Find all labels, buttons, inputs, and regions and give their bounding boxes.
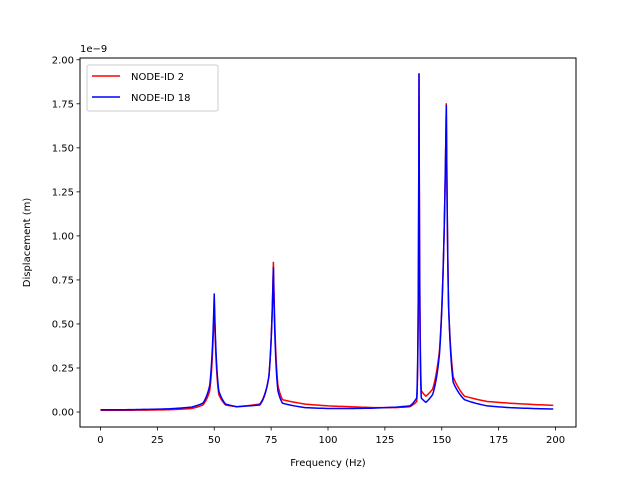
y-scale-offset-text: 1e−9: [80, 44, 107, 55]
y-tick-label: 0.50: [52, 320, 74, 331]
y-axis-label: Displacement (m): [22, 198, 33, 288]
y-tick-label: 1.50: [52, 143, 74, 154]
x-tick-label: 200: [546, 435, 565, 446]
x-tick-label: 50: [208, 435, 221, 446]
legend-label-node-2: NODE-ID 2: [131, 72, 184, 83]
legend: NODE-ID 2 NODE-ID 18: [86, 64, 219, 112]
y-axis-ticks: 0.00 0.25 0.50 0.75 1.00 1.25 1.50 1.75 2.00: [52, 55, 80, 419]
x-tick-label: 100: [318, 435, 337, 446]
x-tick-label: 25: [151, 435, 164, 446]
x-tick-label: 175: [489, 435, 508, 446]
legend-label-node-18: NODE-ID 18: [131, 93, 191, 104]
y-tick-label: 1.75: [52, 99, 74, 110]
x-axis-label: Frequency (Hz): [290, 458, 366, 469]
y-tick-label: 1.00: [52, 231, 74, 242]
series-line-node-18: [100, 73, 554, 411]
plot-lines: [100, 73, 554, 412]
y-tick-label: 0.75: [52, 276, 74, 287]
x-tick-label: 150: [432, 435, 451, 446]
y-tick-label: 1.25: [52, 187, 74, 198]
x-tick-label: 0: [97, 435, 103, 446]
x-tick-label: 75: [265, 435, 278, 446]
x-axis-ticks: 0 25 50 75 100 125 150 175 200: [97, 427, 565, 446]
y-tick-label: 0.00: [52, 408, 74, 419]
x-tick-label: 125: [375, 435, 394, 446]
y-tick-label: 0.25: [52, 364, 74, 375]
y-tick-label: 2.00: [52, 55, 74, 66]
